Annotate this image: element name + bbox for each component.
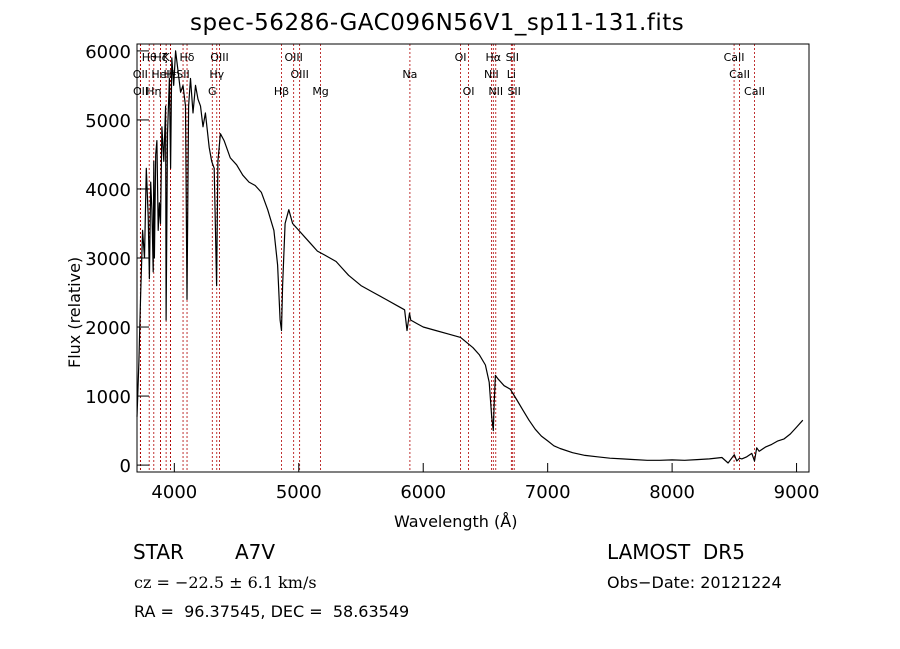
survey-label: LAMOST DR5 <box>607 540 745 564</box>
line-label: Hθ <box>142 51 157 64</box>
line-label: NII <box>488 85 503 98</box>
line-label: K <box>163 51 171 64</box>
y-tick-label: 6000 <box>85 42 131 63</box>
y-tick-label: 3000 <box>85 249 131 270</box>
line-label: SII <box>506 51 519 64</box>
y-tick-label: 0 <box>120 456 131 477</box>
y-tick-label: 2000 <box>85 318 131 339</box>
line-markers <box>139 44 755 472</box>
x-axis-ticks: 4000 5000 6000 7000 8000 9000 <box>151 463 819 503</box>
coordinates-text: RA = 96.37545, DEC = 58.63549 <box>134 602 410 621</box>
line-label: Hη <box>146 85 161 98</box>
x-tick-label: 5000 <box>276 482 322 503</box>
line-label: SII <box>176 68 189 81</box>
y-tick-label: 4000 <box>85 180 131 201</box>
line-label: OI <box>463 85 475 98</box>
line-label: H <box>166 68 174 81</box>
line-label: SII <box>507 85 520 98</box>
obs-date-text: Obs−Date: 20121224 <box>607 573 782 592</box>
line-label: Li <box>507 68 516 81</box>
line-labels: HθOIIOIIHηHζHeIKHHεHδSIIOIIIHγGOIIIOIIIH… <box>133 51 765 98</box>
y-axis-ticks: 0 1000 2000 3000 4000 5000 6000 <box>85 42 149 477</box>
object-subclass: A7V <box>235 540 276 564</box>
line-label: Hα <box>486 51 502 64</box>
x-tick-label: 6000 <box>400 482 446 503</box>
line-label: CaII <box>724 51 745 64</box>
x-tick-label: 4000 <box>151 482 197 503</box>
x-tick-label: 7000 <box>525 482 571 503</box>
y-axis-label: Flux (relative) <box>65 256 84 368</box>
x-tick-label: 9000 <box>774 482 820 503</box>
line-label: Na <box>402 68 417 81</box>
line-label: OII <box>133 68 148 81</box>
y-tick-label: 5000 <box>85 111 131 132</box>
line-label: OIII <box>210 51 228 64</box>
chart-title: spec-56286-GAC096N56V1_sp11-131.fits <box>190 10 685 36</box>
line-label: CaII <box>729 68 750 81</box>
line-label: HeI <box>151 68 169 81</box>
x-tick-label: 8000 <box>649 482 695 503</box>
x-axis-label: Wavelength (Å) <box>394 512 518 531</box>
line-label: Hβ <box>274 85 289 98</box>
line-label: Mg <box>312 85 328 98</box>
line-label: Hδ <box>180 51 195 64</box>
object-class: STAR <box>133 540 184 564</box>
y-tick-label: 1000 <box>85 387 131 408</box>
plot-frame <box>136 43 810 473</box>
line-label: Hγ <box>209 68 224 81</box>
line-label: NII <box>484 68 499 81</box>
spectrum-line <box>136 50 804 464</box>
redshift-text: cz = −22.5 ± 6.1 km/s <box>134 573 317 592</box>
line-label: G <box>208 85 217 98</box>
line-label: OIII <box>290 68 308 81</box>
line-label: OI <box>455 51 467 64</box>
line-label: Hζ <box>153 51 167 64</box>
line-label: CaII <box>744 85 765 98</box>
line-label: OIII <box>284 51 302 64</box>
